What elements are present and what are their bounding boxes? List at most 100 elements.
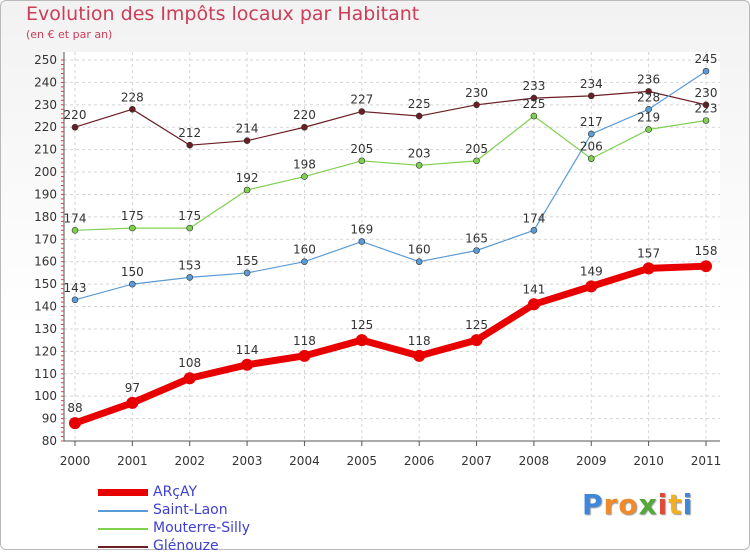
data-point xyxy=(473,101,480,109)
data-point xyxy=(473,157,480,165)
data-point xyxy=(645,106,652,113)
data-label: 230 xyxy=(465,86,488,100)
proxiti-logo: Proxiti xyxy=(582,488,693,521)
x-tick-label: 2002 xyxy=(174,454,205,468)
data-label: 203 xyxy=(408,146,431,160)
data-point xyxy=(415,162,423,169)
grid xyxy=(64,52,720,442)
logo-letter: i xyxy=(657,488,669,521)
data-label: 150 xyxy=(121,265,144,279)
chart-title: Evolution des Impôts locaux par Habitant xyxy=(26,3,420,25)
x-tick-label: 2011 xyxy=(691,454,722,468)
legend-label: ARçAY xyxy=(153,484,198,500)
data-point xyxy=(473,247,480,254)
x-tick-label: 2005 xyxy=(347,454,378,468)
x-tick-label: 2007 xyxy=(461,454,492,468)
data-point xyxy=(530,227,538,234)
data-point xyxy=(642,262,655,275)
data-point xyxy=(587,130,595,138)
data-label: 158 xyxy=(695,244,718,258)
x-tick-label: 2004 xyxy=(289,454,320,468)
y-tick-label: 120 xyxy=(34,344,57,358)
data-label: 125 xyxy=(350,318,373,332)
y-tick-label: 80 xyxy=(42,434,57,448)
data-label: 165 xyxy=(465,232,488,246)
legend-item: Saint-Laon xyxy=(98,502,338,520)
data-label: 214 xyxy=(236,122,259,136)
legend-label: Saint-Laon xyxy=(153,502,228,518)
legend: ARçAY Saint-Laon Mouterre-Silly Glénouze xyxy=(98,484,338,556)
y-tick-label: 100 xyxy=(34,389,57,403)
data-label: 160 xyxy=(293,243,316,257)
data-label: 228 xyxy=(637,90,660,104)
data-point xyxy=(585,280,598,293)
logo-letter: x xyxy=(638,488,658,521)
y-tick-label: 160 xyxy=(34,255,57,269)
data-point xyxy=(702,117,710,124)
logo-letter: t xyxy=(668,488,683,521)
data-label: 212 xyxy=(178,126,201,140)
data-label: 225 xyxy=(408,97,431,111)
legend-item: ARçAY xyxy=(98,484,338,502)
axes xyxy=(61,52,720,446)
data-point xyxy=(358,157,366,165)
data-label: 225 xyxy=(522,97,545,111)
data-point xyxy=(645,126,652,133)
data-label: 206 xyxy=(580,140,603,154)
data-point xyxy=(126,396,139,409)
x-tick-label: 2008 xyxy=(519,454,550,468)
legend-item: Glénouze xyxy=(98,538,338,556)
data-point xyxy=(301,173,308,180)
data-point xyxy=(470,334,483,347)
data-point xyxy=(301,258,308,266)
y-tick-label: 230 xyxy=(34,98,57,112)
data-label: 97 xyxy=(125,381,140,395)
data-label: 228 xyxy=(121,90,144,104)
x-tick-label: 2001 xyxy=(117,454,148,468)
logo-letter: r xyxy=(603,488,619,521)
y-tick-label: 200 xyxy=(34,165,57,179)
data-point xyxy=(702,67,710,75)
data-point xyxy=(587,155,595,162)
data-label: 88 xyxy=(67,401,82,415)
x-tick-label: 2006 xyxy=(404,454,435,468)
data-label: 125 xyxy=(465,318,488,332)
legend-swatch xyxy=(98,510,148,512)
x-tick-label: 2010 xyxy=(633,454,664,468)
data-point xyxy=(241,358,254,371)
data-point xyxy=(413,349,426,362)
data-point xyxy=(129,280,136,288)
data-point xyxy=(69,417,81,430)
data-label: 118 xyxy=(408,334,431,348)
data-label: 141 xyxy=(522,282,545,296)
data-point xyxy=(415,258,423,266)
y-tick-label: 90 xyxy=(42,412,57,426)
data-point xyxy=(301,123,308,131)
legend-label: Glénouze xyxy=(153,538,219,554)
y-tick-label: 250 xyxy=(34,53,57,67)
data-point xyxy=(358,108,366,115)
y-tick-label: 220 xyxy=(34,120,57,134)
series-line-3 xyxy=(73,262,707,427)
data-label: 192 xyxy=(236,171,259,185)
y-tick-label: 110 xyxy=(34,367,57,381)
data-point xyxy=(298,349,311,362)
data-point xyxy=(71,227,79,234)
y-tick-label: 130 xyxy=(34,322,57,336)
data-point xyxy=(527,298,540,311)
x-axis-ticks: 2000 2001 2002 2003 2004 2005 2006 2007 2008 2009… xyxy=(60,454,722,468)
data-point xyxy=(71,296,79,304)
data-point xyxy=(587,92,595,100)
data-label: 234 xyxy=(580,77,603,91)
y-tick-label: 210 xyxy=(34,143,57,157)
data-point xyxy=(415,112,423,120)
legend-label: Mouterre-Silly xyxy=(153,520,251,536)
data-point xyxy=(358,238,366,245)
data-label: 153 xyxy=(178,258,201,272)
y-tick-label: 150 xyxy=(34,277,57,291)
data-label: 175 xyxy=(121,209,144,223)
data-point xyxy=(702,101,710,109)
y-tick-label: 190 xyxy=(34,187,57,201)
data-point xyxy=(355,334,368,347)
legend-swatch xyxy=(98,546,148,548)
